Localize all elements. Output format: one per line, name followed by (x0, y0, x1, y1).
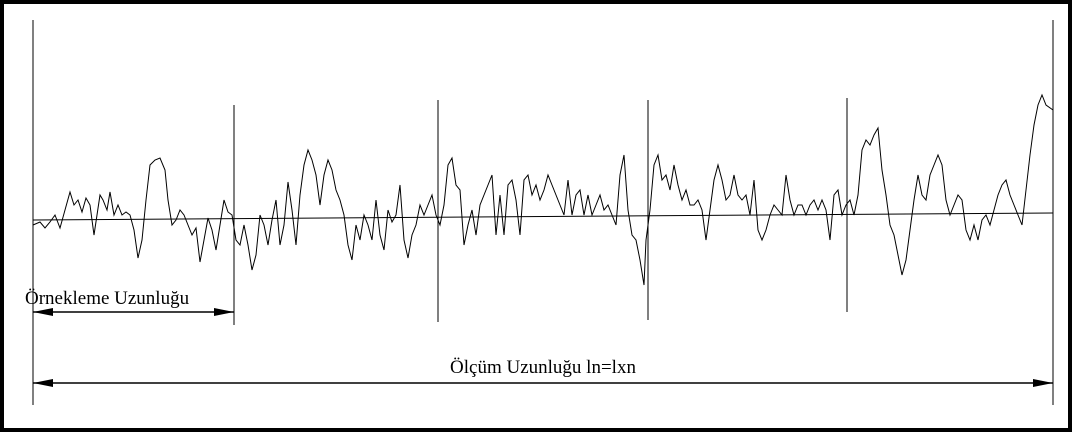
mean-line (32, 212, 1054, 221)
sampling-length-label: Örnekleme Uzunluğu (25, 288, 190, 309)
measurement-length-label: Ölçüm Uzunluğu ln=lxn (450, 357, 636, 378)
profile (32, 93, 1054, 286)
boundary-lines (32, 20, 1054, 405)
